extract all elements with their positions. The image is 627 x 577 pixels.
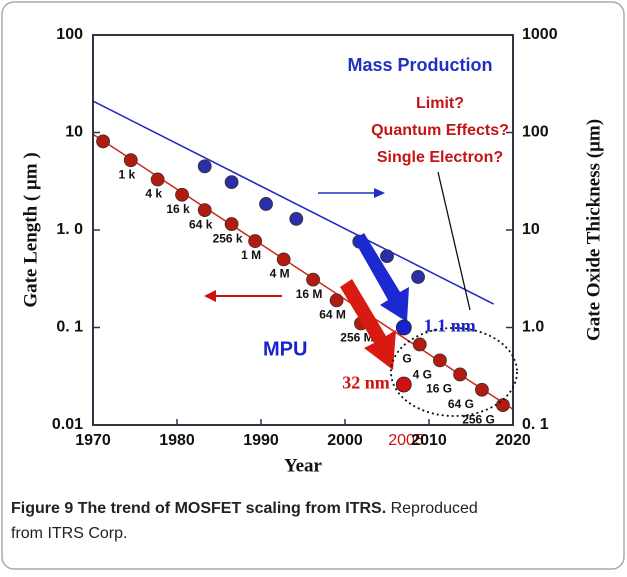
x-axis-title: Year xyxy=(284,455,323,476)
point xyxy=(224,175,239,189)
point xyxy=(433,353,447,368)
plot-frame xyxy=(92,34,514,426)
big-arrow xyxy=(340,279,396,370)
point-label: 16 M xyxy=(296,287,323,301)
y2-tick-label: 10 xyxy=(522,221,540,238)
point xyxy=(329,293,344,308)
point xyxy=(197,203,212,217)
arrow-head xyxy=(374,188,385,198)
caption-text: Reproduced xyxy=(391,500,478,517)
annotation: MPU xyxy=(263,338,307,360)
annotation: Limit? xyxy=(416,95,464,112)
point xyxy=(123,153,138,168)
y-tick-label: 10 xyxy=(65,124,83,141)
point-label: 1 k xyxy=(118,167,135,181)
caption: Figure 9 The trend of MOSFET scaling fro… xyxy=(11,500,478,517)
highlight-label: 32 nm xyxy=(342,373,390,393)
y-tick-label: 0.01 xyxy=(52,416,83,433)
point xyxy=(411,270,425,284)
point xyxy=(175,187,189,202)
point-label: 64 M xyxy=(319,307,346,321)
point xyxy=(496,398,510,412)
y2-tick-label: 1.0 xyxy=(522,319,544,336)
point xyxy=(306,272,320,287)
point-label: G xyxy=(402,352,411,366)
y-tick-label: 100 xyxy=(56,26,83,43)
point-label: 16 G xyxy=(426,382,452,396)
point-label: 64 G xyxy=(448,397,474,411)
pointer-line xyxy=(437,171,471,311)
x-tick-label: 2010 xyxy=(411,432,447,449)
highlight-point xyxy=(395,319,412,336)
annotation: Single Electron? xyxy=(377,149,503,166)
y-tick-label: 0. 1 xyxy=(56,319,83,336)
x-tick-label: 1980 xyxy=(159,432,195,449)
arrow-head xyxy=(204,290,216,302)
point-label: 256 G xyxy=(462,412,495,426)
x-tick-label: 1970 xyxy=(75,432,111,449)
point xyxy=(197,159,212,174)
point-label: 256 k xyxy=(213,231,243,245)
point-label: 4 M xyxy=(270,267,290,281)
point-label: 4 k xyxy=(145,187,162,201)
point xyxy=(259,197,273,211)
point xyxy=(453,367,467,382)
point-label: 4 G xyxy=(413,368,432,382)
x-tick-label: 2000 xyxy=(327,432,363,449)
point xyxy=(96,134,110,149)
x-tick-label: 1990 xyxy=(243,432,279,449)
point-label: 64 k xyxy=(189,217,213,231)
big-arrow xyxy=(354,233,409,322)
caption-bold: Figure 9 The trend of MOSFET scaling fro… xyxy=(11,500,386,517)
highlight-point xyxy=(395,376,412,393)
x-tick-label: 2020 xyxy=(495,432,531,449)
annotation: Quantum Effects? xyxy=(371,122,509,139)
point xyxy=(276,252,291,267)
point xyxy=(412,337,427,352)
point xyxy=(475,382,489,397)
trend-line xyxy=(92,100,495,305)
y-axis-title: Gate Length ( μm ) xyxy=(20,152,41,307)
y2-axis-title: Gate Oxide Thickness (μm) xyxy=(583,119,604,341)
point xyxy=(289,211,304,226)
annotation: Mass Production xyxy=(347,55,492,75)
y-tick-label: 1. 0 xyxy=(56,221,83,238)
point-label: 1 M xyxy=(241,248,261,262)
point-label: 256 M xyxy=(340,331,373,345)
y2-tick-label: 1000 xyxy=(522,26,558,43)
limit-ellipse xyxy=(390,327,518,417)
highlight-label: 1.1 nm xyxy=(424,316,476,336)
point xyxy=(248,234,263,248)
y2-tick-label: 100 xyxy=(522,124,549,141)
caption: from ITRS Corp. xyxy=(11,525,127,542)
point xyxy=(150,172,165,187)
point-label: 16 k xyxy=(166,202,190,216)
point xyxy=(224,217,239,231)
point xyxy=(380,249,394,263)
annotation: 2005 xyxy=(388,432,424,449)
y2-tick-label: 0. 1 xyxy=(522,416,549,433)
